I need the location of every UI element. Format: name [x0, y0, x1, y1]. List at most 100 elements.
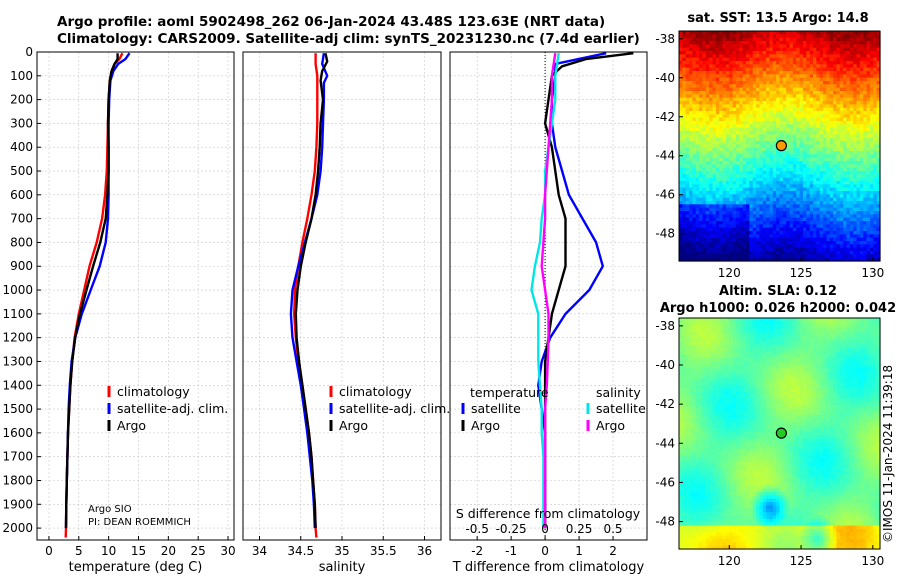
map-cell — [762, 348, 767, 353]
map-cell — [769, 127, 774, 132]
map-cell — [695, 54, 700, 59]
map-cell — [759, 124, 764, 129]
map-cell — [789, 234, 794, 239]
map-cell — [752, 41, 757, 45]
map-cell — [712, 328, 717, 332]
map-cell — [843, 97, 848, 102]
map-cell — [856, 224, 861, 229]
map-cell — [843, 254, 848, 259]
map-cell — [722, 197, 727, 202]
map-cell — [746, 111, 750, 115]
map-cell — [856, 131, 861, 135]
map-cell — [849, 214, 854, 219]
map-cell — [746, 224, 750, 229]
map-cell — [695, 234, 700, 239]
map-cell — [769, 131, 774, 135]
map-cell — [866, 104, 871, 109]
map-cell — [853, 104, 858, 109]
map-cell — [846, 231, 851, 235]
map-cell — [796, 74, 801, 79]
map-cell — [836, 44, 841, 49]
map-cell — [689, 204, 693, 209]
map-cell — [746, 77, 750, 82]
map-cell — [695, 37, 700, 42]
map-cell — [782, 107, 787, 112]
map-cell — [725, 328, 730, 332]
map-cell — [752, 71, 757, 75]
map-cell — [829, 157, 834, 162]
map-cell — [802, 67, 807, 72]
map-cell — [715, 328, 720, 332]
map-cell — [695, 201, 700, 205]
map-cell — [829, 214, 834, 219]
map-cell — [839, 187, 844, 192]
map-cell — [839, 344, 844, 349]
map-cell — [742, 187, 747, 192]
map-cell — [759, 57, 764, 62]
map-cell — [839, 34, 844, 39]
map-cell — [802, 97, 807, 102]
map-cell — [876, 64, 881, 69]
map-cell — [853, 114, 858, 119]
map-cell — [752, 107, 757, 112]
map-cell — [732, 247, 737, 252]
map-cell — [752, 214, 757, 219]
map-cell — [873, 144, 878, 149]
map-cell — [869, 341, 874, 346]
map-cell — [682, 117, 687, 122]
map-cell — [779, 61, 784, 65]
map-cell — [749, 67, 754, 72]
map-cell — [742, 47, 747, 52]
map-cell — [859, 51, 864, 55]
map-cell — [709, 254, 714, 259]
map-cell — [766, 241, 771, 245]
map-cell — [796, 117, 801, 122]
map-cell — [739, 351, 744, 356]
map-cell — [853, 57, 858, 62]
map-cell — [759, 44, 764, 49]
map-cell — [819, 321, 824, 326]
map-cell — [779, 51, 784, 55]
map-cell — [792, 231, 797, 235]
map-cell — [846, 321, 851, 326]
map-cell — [722, 64, 727, 69]
map-cell — [836, 41, 841, 45]
map-cell — [782, 338, 787, 343]
map-cell — [682, 107, 687, 112]
map-cell — [869, 251, 874, 255]
map-cell — [873, 134, 878, 139]
map-cell — [725, 207, 730, 212]
map-cell — [685, 254, 690, 259]
map-cell — [739, 164, 744, 169]
map-cell — [689, 151, 693, 155]
map-cell — [829, 31, 834, 35]
map-cell — [823, 151, 827, 155]
map-cell — [705, 124, 710, 129]
map-cell — [766, 111, 771, 115]
map-cell — [769, 217, 774, 222]
map-cell — [695, 114, 700, 119]
map-cell — [735, 161, 740, 165]
ytick-label: 400 — [10, 140, 33, 154]
map-cell — [789, 324, 794, 329]
map-cell — [712, 164, 717, 169]
map-cell — [772, 117, 777, 122]
map-cell — [702, 54, 707, 59]
map-cell — [819, 227, 824, 232]
map-cell — [863, 67, 868, 72]
map-cell — [749, 324, 754, 329]
map-cell — [796, 251, 801, 255]
map-cell — [682, 321, 687, 326]
map-cell — [766, 177, 771, 182]
map-cell — [843, 127, 848, 132]
map-cell — [685, 204, 690, 209]
map-cell — [839, 137, 844, 142]
map-cell — [679, 177, 683, 182]
map-cell — [792, 101, 797, 105]
map-cell — [843, 114, 848, 119]
map-cell — [769, 338, 774, 343]
map-cell — [725, 101, 730, 105]
map-cell — [752, 77, 757, 82]
map-cell — [796, 37, 801, 42]
map-cell — [712, 257, 717, 262]
